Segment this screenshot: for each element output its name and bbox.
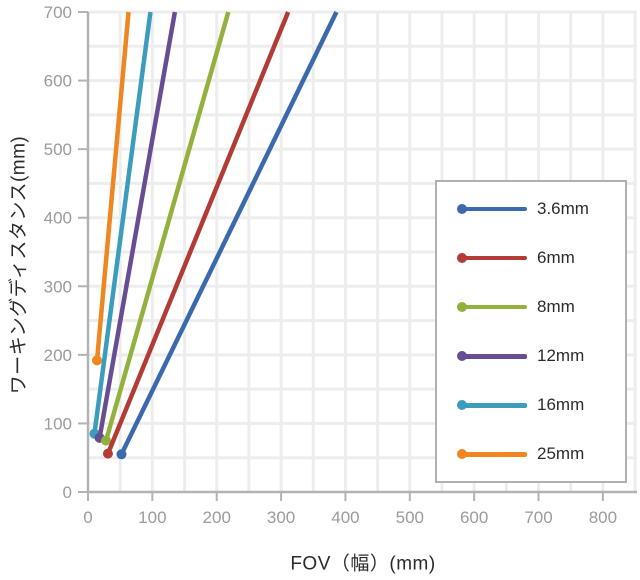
legend-dot-sample (457, 301, 467, 312)
x-tick-label: 600 (460, 508, 488, 527)
legend-item-8mm: 8mm (437, 282, 625, 331)
legend-item-6mm: 6mm (437, 233, 625, 282)
x-tick-label: 0 (83, 508, 92, 527)
y-axis-title: ワーキングディスタンス(mm) (8, 135, 30, 395)
legend-marker-6mm (457, 252, 527, 263)
x-tick-label: 100 (138, 508, 166, 527)
series-dot-8mm (101, 435, 112, 446)
legend-marker-3.6mm (457, 203, 527, 214)
legend-label: 16mm (537, 395, 585, 415)
series-line-8mm (103, 11, 231, 442)
legend-dot-sample (457, 203, 467, 214)
legend-dot-sample (457, 252, 467, 263)
legend-label: 3.6mm (537, 198, 589, 218)
series-line-6mm (105, 11, 291, 455)
legend-marker-12mm (457, 351, 527, 362)
legend-marker-16mm (457, 400, 527, 411)
legend-line-sample (462, 354, 527, 359)
legend-item-25mm: 25mm (437, 430, 625, 479)
x-tick-label: 800 (589, 508, 617, 527)
legend-dot-sample (457, 400, 467, 411)
legend-item-12mm: 12mm (437, 332, 625, 381)
y-tick-label: 200 (44, 346, 72, 365)
x-tick-label: 300 (267, 508, 295, 527)
x-tick-label: 700 (524, 508, 552, 527)
x-tick-label: 500 (396, 508, 424, 527)
x-tick-label: 200 (203, 508, 231, 527)
y-tick-label: 600 (44, 72, 72, 91)
legend-item-16mm: 16mm (437, 381, 625, 430)
y-tick-label: 700 (44, 3, 72, 22)
legend-line-sample (462, 452, 527, 457)
x-tick-label: 400 (331, 508, 359, 527)
legend: 3.6mm 6mm 8mm 12mm 16mm 25mm (435, 180, 627, 483)
legend-label: 6mm (537, 247, 575, 267)
y-tick-label: 100 (44, 414, 72, 433)
series-line-25mm (94, 11, 131, 361)
legend-label: 8mm (537, 296, 575, 316)
legend-marker-8mm (457, 301, 527, 312)
legend-item-3.6mm: 3.6mm (437, 184, 625, 233)
legend-dot-sample (457, 449, 467, 460)
y-tick-label: 0 (63, 483, 72, 502)
y-tick-label: 500 (44, 140, 72, 159)
legend-line-sample (462, 403, 527, 408)
x-axis-title: FOV（幅）(mm) (290, 553, 436, 575)
series-line-3.6mm (119, 11, 339, 456)
legend-label: 25mm (537, 444, 585, 464)
y-tick-label: 300 (44, 277, 72, 296)
legend-marker-25mm (457, 449, 527, 460)
series-line-16mm (92, 11, 153, 435)
legend-line-sample (462, 304, 527, 310)
series-dot-6mm (102, 448, 113, 459)
y-tick-label: 400 (44, 209, 72, 228)
series-dot-3.6mm (116, 449, 127, 460)
legend-label: 12mm (537, 346, 585, 366)
legend-line-sample (462, 255, 527, 261)
series-dot-25mm (92, 355, 103, 366)
legend-line-sample (462, 206, 527, 212)
legend-dot-sample (457, 351, 467, 362)
series-line-12mm (97, 11, 178, 439)
